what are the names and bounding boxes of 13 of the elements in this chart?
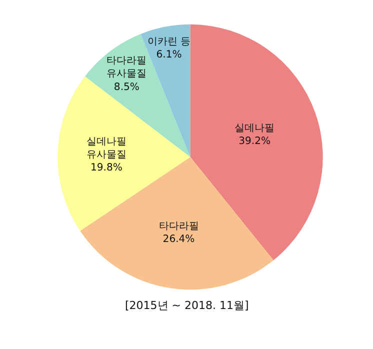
data-label: 26.4% — [162, 234, 195, 246]
data-label: 6.1% — [156, 49, 182, 60]
slice-label: 타다라필 — [158, 221, 199, 232]
data-label: 39.2% — [238, 136, 271, 148]
text: [2015년 ~ 2018. 11월] — [125, 299, 249, 312]
data-label: 8.5% — [114, 82, 140, 93]
slice-label: 타다라필 유사물질 — [106, 56, 147, 80]
slice-label: 실데나필 — [234, 122, 275, 134]
pie-slice — [80, 157, 274, 290]
slice-label: 실데나필 유사물질 — [86, 136, 126, 161]
pie-slice — [84, 34, 190, 158]
slice-label: 이카린 등 — [147, 36, 191, 48]
data-label: 19.8% — [90, 162, 122, 174]
